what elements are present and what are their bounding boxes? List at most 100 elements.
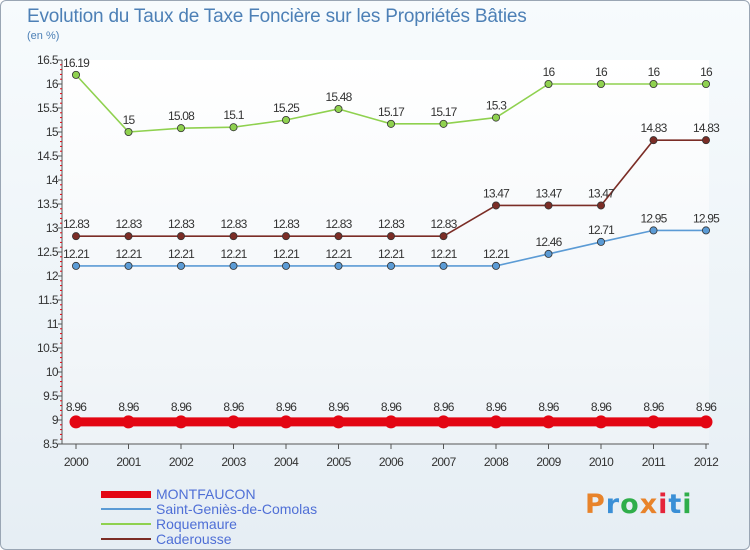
- y-minor-tick: [60, 102, 62, 104]
- x-tick-label: 2001: [116, 455, 141, 469]
- y-minor-tick: [60, 438, 62, 440]
- y-minor-tick: [60, 198, 62, 200]
- legend-item: Caderousse: [101, 531, 401, 547]
- legend-swatch: [101, 491, 151, 498]
- data-label: 14.83: [693, 121, 720, 135]
- data-label: 12.95: [693, 211, 720, 225]
- data-point: [384, 415, 398, 429]
- data-point: [439, 119, 448, 128]
- data-label: 12.21: [325, 247, 352, 261]
- y-minor-tick: [60, 265, 62, 267]
- y-minor-tick: [60, 409, 62, 411]
- y-minor-tick: [60, 69, 62, 71]
- chart-subtitle: (en %): [27, 30, 60, 42]
- data-label: 15.08: [168, 109, 195, 123]
- y-minor-tick: [60, 333, 62, 335]
- legend-swatch: [101, 538, 151, 540]
- y-minor-tick: [60, 366, 62, 368]
- y-minor-tick: [60, 414, 62, 416]
- y-minor-tick: [60, 208, 62, 210]
- y-minor-tick: [60, 73, 62, 75]
- y-minor-tick: [60, 97, 62, 99]
- data-label: 12.83: [273, 217, 300, 231]
- data-label: 8.96: [486, 400, 507, 414]
- data-label: 15.3: [486, 99, 507, 113]
- data-point: [334, 261, 343, 270]
- data-point: [647, 415, 660, 429]
- proxiti-logo: Proxiti: [585, 489, 693, 520]
- x-tick-label: 2011: [642, 455, 666, 469]
- data-label: 16.19: [63, 56, 90, 70]
- logo-letter: x: [639, 489, 659, 520]
- data-point: [597, 80, 606, 89]
- data-point: [542, 415, 555, 429]
- data-point: [491, 201, 500, 210]
- legend-label: MONTFAUCON: [156, 486, 256, 502]
- data-point: [279, 415, 293, 429]
- logo-letter: P: [585, 489, 606, 520]
- legend-item: Saint-Geniès-de-Comolas: [101, 501, 401, 517]
- logo-letter: i: [658, 489, 669, 520]
- y-tick-label: 11.5: [38, 293, 59, 307]
- data-point: [176, 124, 185, 133]
- y-tick-label: 16.5: [37, 53, 59, 67]
- data-label: 15: [123, 113, 136, 127]
- y-minor-tick: [60, 289, 62, 291]
- y-minor-tick: [60, 313, 62, 315]
- y-minor-tick: [60, 424, 62, 426]
- data-point: [281, 261, 290, 270]
- x-tick-label: 2004: [274, 455, 299, 469]
- legend-label: Saint-Geniès-de-Comolas: [156, 501, 318, 517]
- x-tick-label: 2003: [221, 455, 246, 469]
- data-label: 8.96: [696, 400, 717, 414]
- data-point: [229, 123, 238, 132]
- data-label: 12.21: [378, 247, 405, 261]
- data-label: 12.83: [430, 217, 457, 231]
- y-minor-tick: [60, 357, 62, 359]
- data-label: 12.83: [115, 217, 142, 231]
- data-label: 13.47: [535, 186, 562, 200]
- data-label: 12.83: [63, 217, 90, 231]
- data-point: [597, 237, 606, 246]
- y-minor-tick: [60, 241, 62, 243]
- legend-swatch: [101, 508, 151, 510]
- data-point: [699, 415, 713, 429]
- data-point: [281, 116, 290, 125]
- y-minor-tick: [60, 318, 62, 320]
- data-point: [544, 249, 553, 258]
- y-tick-label: 15.5: [37, 101, 59, 115]
- data-label: 15.17: [430, 105, 457, 119]
- legend-label: Roquemaure: [156, 516, 237, 532]
- data-label: 15.25: [273, 101, 300, 115]
- data-label: 8.96: [171, 400, 192, 414]
- data-point: [439, 232, 448, 241]
- y-minor-tick: [60, 112, 62, 114]
- data-point: [544, 201, 553, 210]
- data-point: [176, 261, 185, 270]
- y-minor-tick: [60, 217, 62, 219]
- data-point: [122, 415, 135, 429]
- data-point: [334, 232, 343, 241]
- data-point: [597, 201, 606, 210]
- data-point: [702, 226, 711, 235]
- logo-letter: t: [668, 489, 683, 520]
- data-point: [334, 104, 343, 113]
- data-label: 15.48: [325, 90, 352, 104]
- y-minor-tick: [60, 237, 62, 239]
- chart-title: Evolution du Taux de Taxe Foncière sur l…: [27, 6, 527, 27]
- y-tick-label: 14: [46, 173, 59, 187]
- data-label: 15.1: [223, 108, 244, 122]
- y-minor-tick: [60, 270, 62, 272]
- data-label: 12.21: [273, 247, 300, 261]
- y-minor-tick: [60, 285, 62, 287]
- x-tick-label: 2005: [326, 455, 351, 469]
- y-tick-label: 9: [52, 413, 59, 427]
- logo-letter: r: [605, 489, 621, 520]
- data-point: [439, 261, 448, 270]
- data-label: 16: [700, 65, 713, 79]
- logo-letter: i: [682, 489, 693, 520]
- y-minor-tick: [60, 328, 62, 330]
- data-point: [124, 261, 133, 270]
- data-point: [72, 261, 81, 270]
- data-label: 8.96: [276, 400, 297, 414]
